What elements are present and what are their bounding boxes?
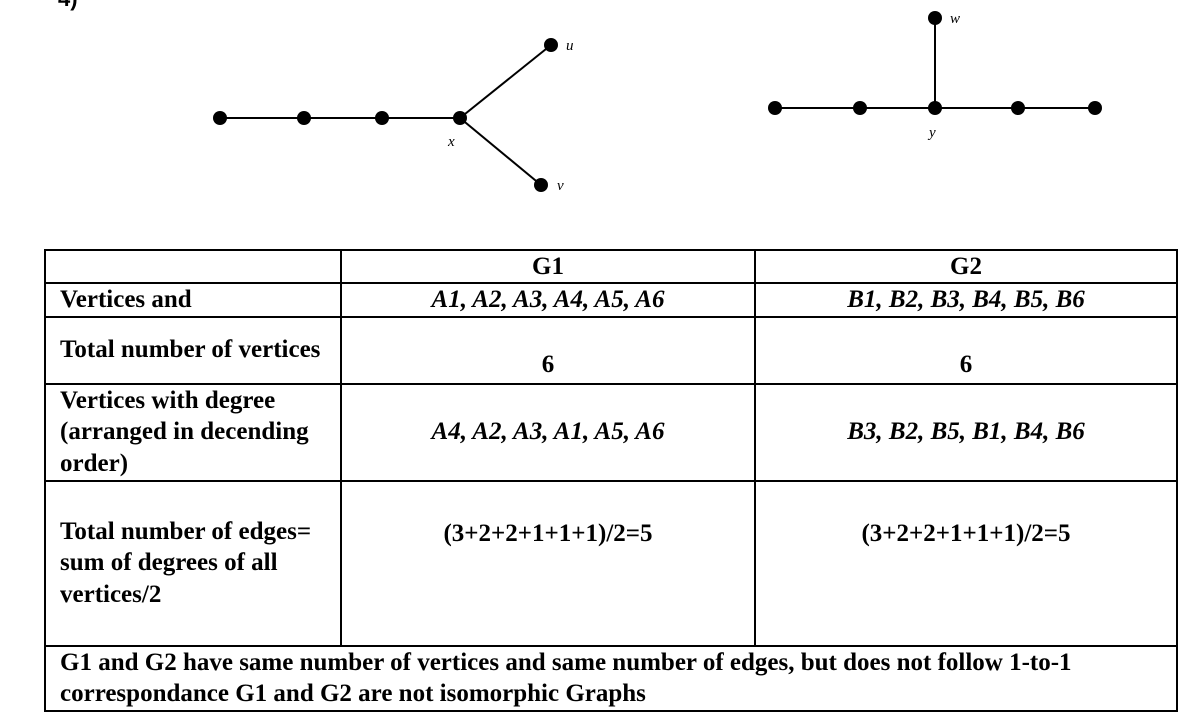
table-row: Vertices with degree (arranged in decend… [44, 382, 1178, 482]
header-g1: G1 [340, 248, 756, 285]
row-label-total-vertices: Total number of vertices [44, 315, 342, 385]
question-number: 4) [58, 0, 78, 12]
header-g2: G2 [754, 248, 1178, 285]
g2-label-w: w [950, 11, 960, 27]
g1-vertex-v [534, 178, 548, 192]
g2-vertices: B1, B2, B3, B4, B5, B6 [754, 282, 1178, 318]
g2-vertex [768, 101, 782, 115]
table-row: Total number of vertices 6 6 [44, 315, 1178, 385]
g1-total-edges: (3+2+2+1+1+1)/2=5 [340, 479, 756, 647]
g2-vertex [853, 101, 867, 115]
g2-vertex [1011, 101, 1025, 115]
graph-g2: w y [768, 11, 1102, 141]
g2-degree-order: B3, B2, B5, B1, B4, B6 [754, 382, 1178, 482]
comparison-table: G1 G2 Vertices and A1, A2, A3, A4, A5, A… [44, 248, 1178, 712]
g2-vertex-y [928, 101, 942, 115]
graph-g1: u x v [213, 38, 574, 194]
g1-vertices: A1, A2, A3, A4, A5, A6 [340, 282, 756, 318]
g2-vertex [1088, 101, 1102, 115]
conclusion-row: G1 and G2 have same number of vertices a… [44, 644, 1178, 712]
row-label-degree-order: Vertices with degree (arranged in decend… [44, 382, 342, 482]
g1-label-v: v [557, 178, 564, 194]
table-row: Vertices and A1, A2, A3, A4, A5, A6 B1, … [44, 282, 1178, 318]
g1-vertex [213, 111, 227, 125]
conclusion-text: G1 and G2 have same number of vertices a… [44, 644, 1178, 712]
g1-vertex-x [453, 111, 467, 125]
row-label-total-edges: Total number of edges= sum of degrees of… [44, 479, 342, 647]
g1-vertex [297, 111, 311, 125]
g1-total-vertices: 6 [340, 315, 756, 385]
g1-label-x: x [447, 134, 455, 150]
g1-vertex-u [544, 38, 558, 52]
row-label-vertices: Vertices and [44, 282, 342, 318]
g1-vertex [375, 111, 389, 125]
g1-degree-order: A4, A2, A3, A1, A5, A6 [340, 382, 756, 482]
g1-label-u: u [566, 38, 574, 54]
g2-total-edges: (3+2+2+1+1+1)/2=5 [754, 479, 1178, 647]
table-header-row: G1 G2 [44, 248, 1178, 285]
g2-vertex-w [928, 11, 942, 25]
graphs-figure: u x v w y [213, 11, 1102, 194]
g2-total-vertices: 6 [754, 315, 1178, 385]
table-row: Total number of edges= sum of degrees of… [44, 479, 1178, 647]
g2-label-y: y [927, 125, 936, 141]
header-blank-cell [44, 248, 342, 285]
